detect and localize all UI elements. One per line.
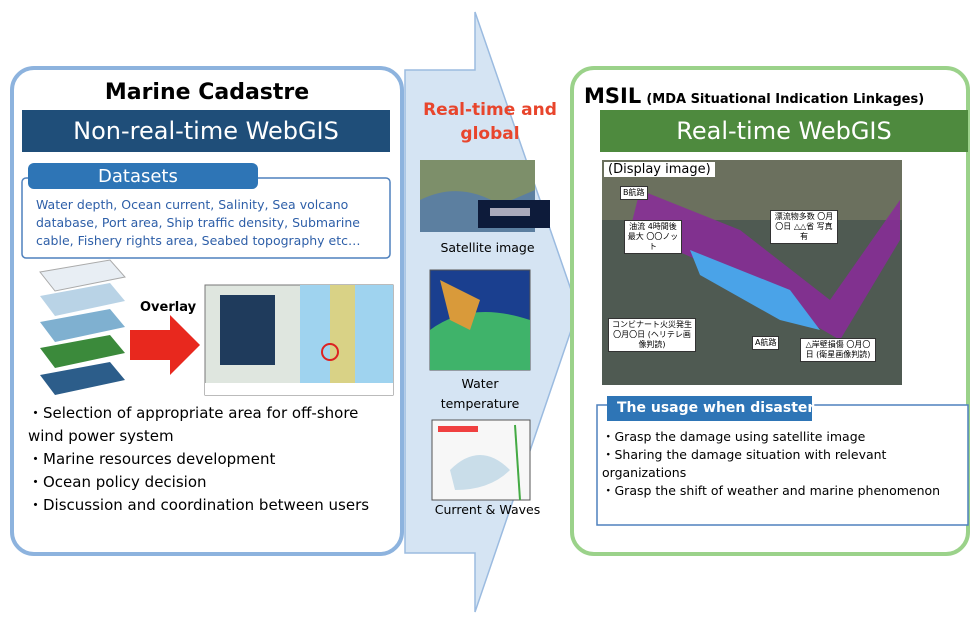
bullet: ・Selection of appropriate area for off-s… bbox=[28, 404, 359, 445]
middle-heading: Real-time and global bbox=[423, 100, 557, 144]
middle-item: Satellite image bbox=[440, 240, 535, 255]
overlay-label: Overlay bbox=[140, 300, 197, 315]
map-label: コンビナート火災発生 〇月〇日 (ヘリテレ画像判読) bbox=[608, 318, 696, 352]
usage-box bbox=[596, 404, 969, 526]
map-label: 漂流物多数 〇月〇日 △△省 写真有 bbox=[770, 210, 838, 244]
satellite-image bbox=[420, 160, 550, 232]
right-subtitle-bar bbox=[600, 110, 968, 152]
map-label: △岸壁損傷 〇月〇日 (衛星画像判読) bbox=[800, 338, 876, 362]
bullet: ・Grasp the damage using satellite image bbox=[602, 429, 866, 444]
map-label: A航路 bbox=[752, 336, 780, 350]
bullet: ・Grasp the shift of weather and marine p… bbox=[602, 483, 941, 498]
usage-tab bbox=[607, 396, 812, 421]
usage-title: The usage when disaster bbox=[617, 400, 815, 416]
middle-item: Current & Waves bbox=[434, 502, 541, 517]
left-bullets: ・Selection of appropriate area for off-s… bbox=[28, 402, 398, 517]
bullet: ・Discussion and coordination between use… bbox=[28, 496, 370, 514]
bullet: ・Marine resources development bbox=[28, 450, 276, 468]
water-temperature-image bbox=[429, 269, 531, 371]
right-title: MSIL bbox=[584, 84, 642, 108]
left-subtitle-bar bbox=[22, 110, 390, 152]
right-subtitle: Real-time WebGIS bbox=[676, 117, 892, 145]
bullet: ・Sharing the damage situation with relev… bbox=[602, 447, 887, 480]
datasets-tab bbox=[28, 163, 258, 189]
left-title: Marine Cadastre bbox=[104, 80, 310, 105]
datasets-label: Datasets bbox=[98, 166, 178, 187]
current-waves-image bbox=[431, 419, 531, 501]
left-subtitle: Non-real-time WebGIS bbox=[73, 117, 339, 145]
bullet: ・Ocean policy decision bbox=[28, 473, 207, 491]
map-label: 油流 4時間後最大 〇〇ノット bbox=[624, 220, 682, 254]
overlay-arrow bbox=[130, 315, 200, 375]
layer-stack bbox=[39, 259, 126, 395]
right-title-note: (MDA Situational Indication Linkages) bbox=[646, 92, 925, 107]
map-label: B航路 bbox=[620, 186, 648, 200]
right-title-row: MSIL (MDA Situational Indication Linkage… bbox=[584, 84, 924, 108]
middle-item: Water temperature bbox=[440, 376, 520, 411]
usage-bullets: ・Grasp the damage using satellite image … bbox=[602, 428, 964, 500]
webgis-screenshot bbox=[204, 284, 394, 396]
datasets-text: Water depth, Ocean current, Salinity, Se… bbox=[36, 197, 361, 248]
display-label: (Display image) bbox=[604, 162, 715, 177]
